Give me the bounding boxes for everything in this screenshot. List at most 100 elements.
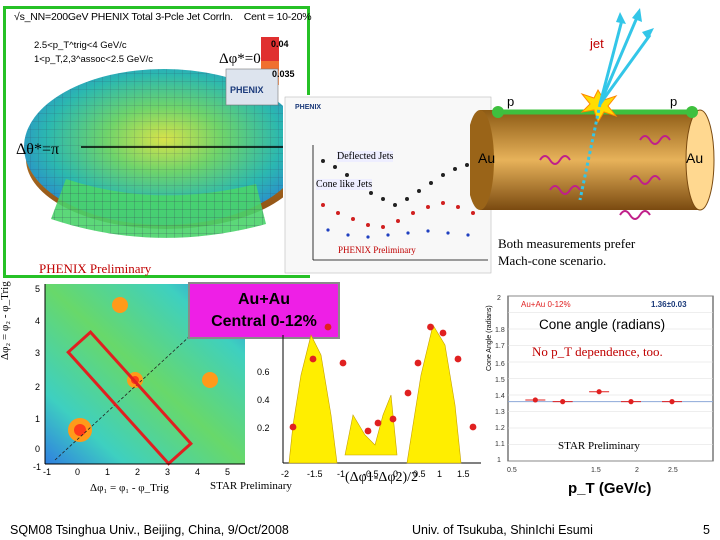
pt-axis-label: p_T (GeV/c) <box>568 480 652 497</box>
svg-text:2: 2 <box>135 467 140 477</box>
heatmap: 5 4 3 2 1 0 -1 -1 0 1 2 3 4 5 <box>33 284 245 477</box>
projection-chart: 0.6 0.4 0.2 -2 -1.5 -1 -0.5 0 0.5 1 1.5 <box>257 323 481 479</box>
projection-points <box>321 159 475 239</box>
three-particle-correlation-panel: √s_NN=200GeV PHENIX Total 3-Pcle Jet Cor… <box>3 6 312 278</box>
cone-point <box>532 397 538 403</box>
surface-plot <box>24 37 306 238</box>
projection-point <box>427 323 434 331</box>
cone-angle-chart: 21.81.71.6 1.51.41.31.2 1.11 0.5 1.5 2 2.5 … <box>486 295 714 474</box>
svg-text:0.5: 0.5 <box>413 469 426 479</box>
dphi-star-label: Δφ*=0 <box>219 51 261 67</box>
svg-text:0.2: 0.2 <box>257 423 270 433</box>
footer-conference: SQM08 Tsinghua Univ., Beijing, China, 9/… <box>10 523 289 537</box>
cone-point <box>560 399 566 405</box>
au-left-label: Au <box>478 150 496 166</box>
svg-text:2: 2 <box>497 295 501 302</box>
cone-angle-points <box>508 389 713 405</box>
svg-text:1.5: 1.5 <box>495 377 505 384</box>
correlation-header: √s_NN=200GeV PHENIX Total 3-Pcle Jet Cor… <box>14 11 312 23</box>
svg-text:1: 1 <box>497 457 501 464</box>
svg-text:5: 5 <box>225 467 230 477</box>
svg-text:-1.5: -1.5 <box>307 469 323 479</box>
svg-text:1.3: 1.3 <box>495 409 505 416</box>
svg-text:-0.5: -0.5 <box>363 469 379 479</box>
cone-point <box>669 399 675 405</box>
star-preliminary-left-label: STAR Preliminary <box>210 480 292 492</box>
star-projection-panel: 0.6 0.4 0.2 -2 -1.5 -1 -0.5 0 0.5 1 1.5 <box>245 295 485 485</box>
no-pt-dependence-label: No p_T dependence, too. <box>532 344 663 359</box>
projection-point <box>389 415 397 423</box>
svg-text:1.5: 1.5 <box>591 467 601 474</box>
projection-point <box>364 427 372 435</box>
au-tube <box>480 110 700 210</box>
svg-text:-1: -1 <box>43 467 51 477</box>
projection-points <box>289 323 477 435</box>
svg-text:1.2: 1.2 <box>495 425 505 432</box>
svg-text:4: 4 <box>35 316 40 326</box>
phenix-logo-text: PHENIX <box>230 85 264 95</box>
svg-text:1: 1 <box>35 414 40 424</box>
svg-text:1: 1 <box>437 469 442 479</box>
conclusion-text: Both measurements prefer Mach-cone scena… <box>498 236 636 268</box>
parton-right-label: p <box>670 94 678 109</box>
svg-text:Cone Angle (radians): Cone Angle (radians) <box>486 305 493 371</box>
cone-value: 1.36±0.03 <box>651 300 687 309</box>
cone-point <box>596 389 602 395</box>
svg-text:5: 5 <box>35 284 40 294</box>
svg-text:0.6: 0.6 <box>257 367 270 377</box>
deflected-jets-label: Deflected Jets <box>337 151 394 162</box>
selection-box <box>66 329 194 466</box>
svg-text:0: 0 <box>75 467 80 477</box>
svg-text:0.4: 0.4 <box>257 395 270 405</box>
projection-point <box>469 423 477 431</box>
dphi-axis-label: (Δφ1-Δφ2)/2 <box>345 470 419 485</box>
svg-text:2.5: 2.5 <box>668 467 678 474</box>
svg-text:1.6: 1.6 <box>495 361 505 368</box>
jet-arrows <box>578 14 652 201</box>
projection-point <box>454 355 462 363</box>
svg-text:1.8: 1.8 <box>495 327 505 334</box>
au-right-label: Au <box>686 150 704 166</box>
projection-point <box>414 359 422 367</box>
page-number: 5 <box>703 523 710 537</box>
svg-text:1.7: 1.7 <box>495 343 505 350</box>
phenix-projection-panel: PHENIX Deflected Jets Cone like Jets PHE… <box>283 95 493 275</box>
projection-point <box>439 329 447 337</box>
projection-point <box>309 355 317 363</box>
svg-text:0.5: 0.5 <box>507 467 517 474</box>
cone-angle-panel: 2 1.8 1.7 1.6 1.5 1.4 1.3 1.2 1.1 1 0.5 1.5 2 2.5 … <box>483 288 718 488</box>
dtheta-star-label: Δθ*=π <box>16 141 60 158</box>
au-au-central-box: Au+Au Central 0-12% <box>188 282 340 339</box>
colorbar-bottom-label: 0.035 <box>272 69 295 79</box>
collision-sketch: jet p p Au Au <box>466 0 720 270</box>
svg-text:3: 3 <box>165 467 170 477</box>
colorbar-top-label: 0.04 <box>271 39 289 49</box>
phenix-preliminary-label: PHENIX Preliminary <box>39 261 152 276</box>
collision-drawing <box>466 8 715 220</box>
svg-text:0: 0 <box>35 444 40 454</box>
projection-point <box>374 419 382 427</box>
svg-text:1.4: 1.4 <box>495 393 505 400</box>
svg-text:1: 1 <box>105 467 110 477</box>
svg-text:2: 2 <box>35 382 40 392</box>
svg-text:PHENIX: PHENIX <box>295 104 321 111</box>
projection-point <box>404 389 412 397</box>
svg-text:1.1: 1.1 <box>495 441 505 448</box>
svg-text:3: 3 <box>35 348 40 358</box>
cone-angle-title: Cone angle (radians) <box>539 317 666 332</box>
heatmap-xlabel: Δφ₁ = φ₁ - φ_Trig <box>90 482 169 494</box>
cone-like-jets-label: Cone like Jets <box>316 179 373 190</box>
projection-bands <box>288 324 462 464</box>
projection-point <box>339 359 347 367</box>
medium-waves <box>539 135 671 220</box>
cone-legend: Au+Au 0-12% <box>521 300 571 309</box>
parton-left-label: p <box>507 94 515 109</box>
svg-text:1.5: 1.5 <box>457 469 470 479</box>
footer-author: Univ. of Tsukuba, ShinIchi Esumi <box>412 523 593 537</box>
svg-text:4: 4 <box>195 467 200 477</box>
projection-point <box>324 323 332 331</box>
svg-text:-2: -2 <box>281 469 289 479</box>
projection-point <box>289 423 297 431</box>
cone-point <box>628 399 634 405</box>
star-heatmap-panel: 5 4 3 2 1 0 -1 -1 0 1 2 3 4 5 Δφ₂ = φ₂ - φ_Trig <box>0 280 247 480</box>
